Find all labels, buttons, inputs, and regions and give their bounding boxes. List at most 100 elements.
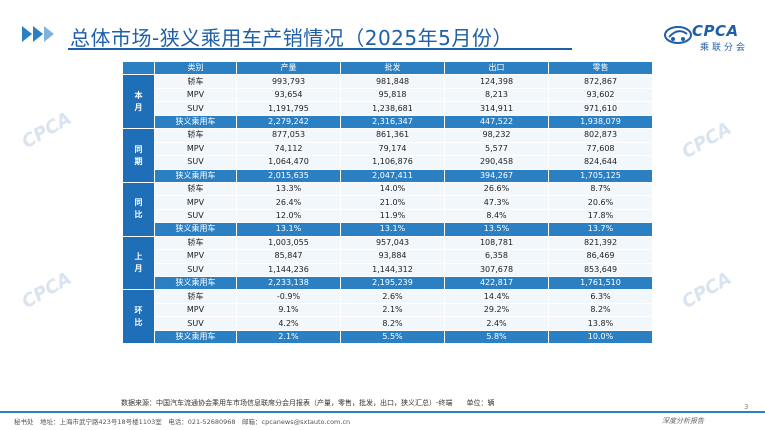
table-cell: 861,361 xyxy=(340,128,445,143)
page-number: 3 xyxy=(744,403,749,411)
table-cell: 13.5% xyxy=(444,222,549,237)
table-cell: 4.2% xyxy=(236,316,341,331)
row-type-label: 狭义乘用车 xyxy=(154,329,237,345)
table-cell: -0.9% xyxy=(236,289,341,304)
table-header-row: 类别 产量 批发 出口 零售 xyxy=(122,60,653,76)
column-header: 产量 xyxy=(236,60,341,76)
row-type-label: MPV xyxy=(154,141,237,157)
logo-text: CPCA xyxy=(692,22,739,40)
table-cell: 8.7% xyxy=(548,181,653,197)
table-cell: 93,602 xyxy=(548,87,653,103)
row-type-label: SUV xyxy=(154,155,237,170)
table-cell: 394,267 xyxy=(444,168,549,183)
table-cell: 1,144,236 xyxy=(236,262,341,278)
table-cell: 77,608 xyxy=(548,141,653,157)
table-cell: 957,043 xyxy=(340,235,445,251)
title-underline xyxy=(68,48,572,50)
table-cell: 108,781 xyxy=(444,235,549,251)
row-type-label: SUV xyxy=(154,262,237,278)
production-sales-table: 类别 产量 批发 出口 零售 本月 轿车 993,793 981,848 124,398… xyxy=(122,60,653,345)
table-cell: 2,279,242 xyxy=(236,114,341,130)
table-row: 同期 轿车 877,053 861,361 98,232 802,873 xyxy=(122,128,653,183)
column-header: 类别 xyxy=(154,60,237,76)
table-cell: 85,847 xyxy=(236,249,341,264)
table-cell: 14.0% xyxy=(340,181,445,197)
header: 总体市场-狭义乘用车产销情况（2025年5月份） CPCA 乘联分会 xyxy=(0,0,765,60)
table-cell: 5,577 xyxy=(444,141,549,157)
cpca-logo: CPCA 乘联分会 xyxy=(664,22,754,53)
watermark: CPCA xyxy=(18,108,76,153)
table-cell: 853,649 xyxy=(548,262,653,278)
table-cell: 98,232 xyxy=(444,128,549,143)
column-header: 零售 xyxy=(548,60,653,76)
table-total-row: 狭义乘用车 2,279,242 2,316,347 447,522 1,938,079 xyxy=(123,114,653,130)
table-cell: 1,064,470 xyxy=(236,155,341,170)
group-label: 环比 xyxy=(122,289,155,345)
table-cell: 86,469 xyxy=(548,249,653,264)
table-cell: 6,358 xyxy=(444,249,549,264)
table-cell: 1,106,876 xyxy=(340,155,445,170)
table-total-row: 狭义乘用车 2,015,635 2,047,411 394,267 1,705,125 xyxy=(123,168,653,183)
table-cell: 5.5% xyxy=(340,329,445,345)
table-cell: 20.6% xyxy=(548,195,653,210)
row-type-label: 狭义乘用车 xyxy=(154,114,237,130)
table-cell: 74,112 xyxy=(236,141,341,157)
group-label: 上月 xyxy=(122,235,155,291)
watermark: CPCA xyxy=(678,268,736,313)
table-cell: 26.4% xyxy=(236,195,341,210)
watermark: CPCA xyxy=(678,118,736,163)
table-cell: 314,911 xyxy=(444,101,549,116)
table-cell: 47.3% xyxy=(444,195,549,210)
table-cell: 79,174 xyxy=(340,141,445,157)
table-cell: 1,003,055 xyxy=(236,235,341,251)
group-label: 同比 xyxy=(122,181,155,237)
table-cell: 971,610 xyxy=(548,101,653,116)
table-cell: 1,238,681 xyxy=(340,101,445,116)
group-label-text: 同比 xyxy=(134,198,143,220)
row-type-label: 狭义乘用车 xyxy=(154,222,237,237)
table-row: SUV 1,064,470 1,106,876 290,458 824,644 xyxy=(123,155,653,170)
table-row: MPV 26.4% 21.0% 47.3% 20.6% xyxy=(123,195,653,210)
table-total-row: 狭义乘用车 13.1% 13.1% 13.5% 13.7% xyxy=(123,222,653,237)
table-row: 本月 轿车 993,793 981,848 124,398 872,867 xyxy=(122,74,653,130)
table-cell: 2.1% xyxy=(340,302,445,318)
table-cell: 12.0% xyxy=(236,208,341,224)
row-type-label: 轿车 xyxy=(154,235,237,251)
row-type-label: 轿车 xyxy=(154,181,237,197)
header-blank xyxy=(122,60,155,76)
table-cell: 11.9% xyxy=(340,208,445,224)
table-total-row: 狭义乘用车 2,233,138 2,195,239 422,817 1,761,510 xyxy=(123,275,653,291)
table-cell: 13.3% xyxy=(236,181,341,197)
table-cell: 6.3% xyxy=(548,289,653,304)
table-cell: 1,705,125 xyxy=(548,168,653,183)
table-row: MPV 74,112 79,174 5,577 77,608 xyxy=(123,141,653,157)
table-cell: 93,884 xyxy=(340,249,445,264)
table-cell: 13.1% xyxy=(236,222,341,237)
table-cell: 802,873 xyxy=(548,128,653,143)
logo-subtext: 乘联分会 xyxy=(700,43,749,53)
table-cell: 5.8% xyxy=(444,329,549,345)
row-type-label: 轿车 xyxy=(154,289,237,304)
table-row: SUV 4.2% 8.2% 2.4% 13.8% xyxy=(123,316,653,331)
row-type-label: MPV xyxy=(154,195,237,210)
table-cell: 821,392 xyxy=(548,235,653,251)
footer-contact: 秘书处 地址：上海市武宁路423号18号楼1103室 电话：021-526809… xyxy=(14,418,351,426)
table-row: SUV 1,144,236 1,144,312 307,678 853,649 xyxy=(123,262,653,278)
report-label: 深度分析报告 xyxy=(662,417,704,425)
watermark: CPCA xyxy=(18,268,76,313)
table-cell: 14.4% xyxy=(444,289,549,304)
group-label: 本月 xyxy=(122,74,155,130)
table-cell: 8.2% xyxy=(548,302,653,318)
table-row: 上月 轿车 1,003,055 957,043 108,781 821,392 xyxy=(122,235,653,291)
table-row: MPV 9.1% 2.1% 29.2% 8.2% xyxy=(123,302,653,318)
table-cell: 993,793 xyxy=(236,74,341,89)
group-label: 同期 xyxy=(122,128,155,183)
table-cell: 422,817 xyxy=(444,275,549,291)
row-type-label: 狭义乘用车 xyxy=(154,168,237,183)
table-cell: 9.1% xyxy=(236,302,341,318)
row-type-label: MPV xyxy=(154,302,237,318)
table-cell: 10.0% xyxy=(548,329,653,345)
row-type-label: SUV xyxy=(154,208,237,224)
group-label-text: 环比 xyxy=(134,305,143,327)
table-cell: 93,654 xyxy=(236,87,341,103)
